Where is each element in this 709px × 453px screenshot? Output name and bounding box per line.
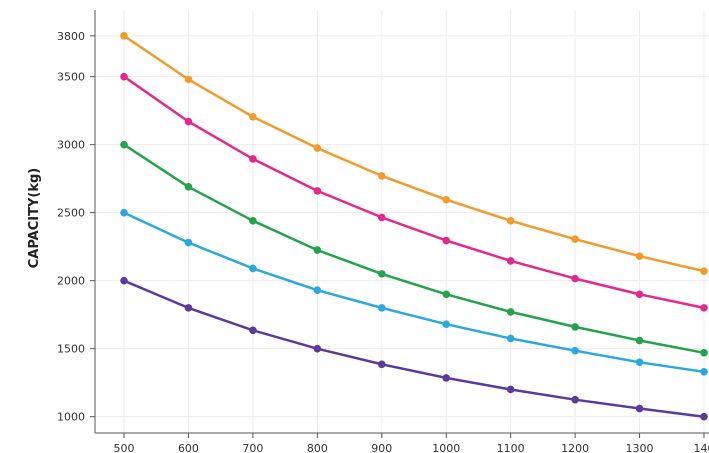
series-1-point-0 bbox=[120, 72, 128, 81]
y-tick-label-5: 3500 bbox=[57, 71, 85, 84]
series-1-point-6 bbox=[506, 257, 515, 265]
series-2 bbox=[120, 140, 708, 357]
series-2-point-4 bbox=[377, 270, 386, 278]
series-4-point-6 bbox=[506, 385, 515, 394]
series-1-line bbox=[123, 75, 705, 310]
series-2-point-7 bbox=[571, 323, 579, 331]
y-tick-label-0: 1000 bbox=[57, 411, 85, 424]
series-0-point-7 bbox=[571, 235, 579, 243]
series-2-point-6 bbox=[506, 308, 515, 316]
series-1 bbox=[120, 72, 708, 312]
series-3-point-8 bbox=[635, 358, 644, 367]
series-3-point-1 bbox=[184, 238, 193, 247]
x-tick-label-2: 700 bbox=[242, 442, 263, 453]
series-1-point-1 bbox=[184, 117, 193, 126]
series-0-point-8 bbox=[635, 252, 644, 260]
series-0-point-1 bbox=[184, 75, 193, 84]
x-tick-label-3: 800 bbox=[307, 442, 328, 453]
series-4-point-2 bbox=[249, 326, 257, 335]
series-0-point-2 bbox=[249, 112, 257, 121]
series-2-point-3 bbox=[313, 246, 322, 254]
x-tick-label-4: 900 bbox=[371, 442, 392, 453]
series-2-point-8 bbox=[635, 336, 644, 345]
x-tick-label-1: 600 bbox=[178, 442, 199, 453]
series-4-point-3 bbox=[313, 344, 322, 353]
x-tick-label-7: 1200 bbox=[561, 442, 589, 453]
x-tick-label-9: 140 bbox=[694, 442, 709, 453]
series-0-line bbox=[123, 34, 705, 273]
series-3-point-7 bbox=[571, 346, 579, 355]
y-axis-ticks: 1000 1500 2000 2500 3000 3500 3800 bbox=[57, 30, 95, 424]
y-tick-label-1: 1500 bbox=[57, 343, 85, 356]
series-4-point-8 bbox=[635, 404, 644, 413]
series-4-point-5 bbox=[442, 374, 451, 382]
series-layer bbox=[120, 32, 708, 421]
series-0 bbox=[120, 32, 708, 275]
series-1-point-2 bbox=[249, 155, 257, 163]
series-2-line bbox=[123, 143, 705, 355]
series-1-point-9 bbox=[700, 304, 708, 312]
x-axis-ticks: 500 600 700 800 900 1000 1100 1200 1300 140 bbox=[114, 433, 709, 453]
series-0-point-3 bbox=[313, 144, 322, 152]
series-4 bbox=[120, 276, 708, 421]
series-3-point-4 bbox=[377, 304, 386, 312]
series-4-point-0 bbox=[120, 276, 128, 285]
series-3-line bbox=[123, 211, 705, 374]
y-tick-label-2: 2000 bbox=[57, 275, 85, 288]
series-4-point-1 bbox=[184, 304, 193, 312]
series-1-point-4 bbox=[377, 213, 386, 222]
series-0-point-5 bbox=[442, 195, 451, 204]
axes bbox=[94, 10, 709, 434]
series-3-point-2 bbox=[249, 264, 257, 273]
y-axis-title: CAPACITY(kg) bbox=[27, 168, 42, 269]
series-1-point-8 bbox=[635, 290, 644, 299]
series-0-point-0 bbox=[120, 32, 128, 40]
series-3 bbox=[120, 208, 708, 376]
x-tick-label-6: 1100 bbox=[497, 442, 525, 453]
y-tick-label-6: 3800 bbox=[57, 30, 85, 43]
x-tick-label-0: 500 bbox=[114, 442, 135, 453]
series-4-line bbox=[123, 279, 705, 418]
series-3-point-0 bbox=[120, 208, 128, 217]
series-2-point-1 bbox=[184, 183, 193, 191]
series-0-point-9 bbox=[700, 267, 708, 275]
series-3-point-3 bbox=[313, 286, 322, 294]
series-0-point-4 bbox=[377, 172, 386, 180]
series-2-point-2 bbox=[249, 217, 257, 225]
y-tick-label-4: 3000 bbox=[57, 139, 85, 152]
series-4-point-4 bbox=[377, 360, 386, 369]
series-4-point-9 bbox=[700, 412, 708, 421]
series-1-point-5 bbox=[442, 236, 451, 245]
series-2-point-5 bbox=[442, 290, 451, 299]
series-0-point-6 bbox=[506, 217, 515, 225]
series-1-point-7 bbox=[571, 274, 579, 283]
x-tick-label-5: 1000 bbox=[432, 442, 460, 453]
series-2-point-9 bbox=[700, 348, 708, 357]
y-tick-label-3: 2500 bbox=[57, 207, 85, 220]
series-3-point-5 bbox=[442, 320, 451, 328]
series-1-point-3 bbox=[313, 187, 322, 195]
series-3-point-9 bbox=[700, 367, 708, 376]
x-tick-label-8: 1300 bbox=[626, 442, 654, 453]
series-2-point-0 bbox=[120, 140, 128, 149]
series-3-point-6 bbox=[506, 334, 515, 343]
series-4-point-7 bbox=[571, 395, 579, 404]
